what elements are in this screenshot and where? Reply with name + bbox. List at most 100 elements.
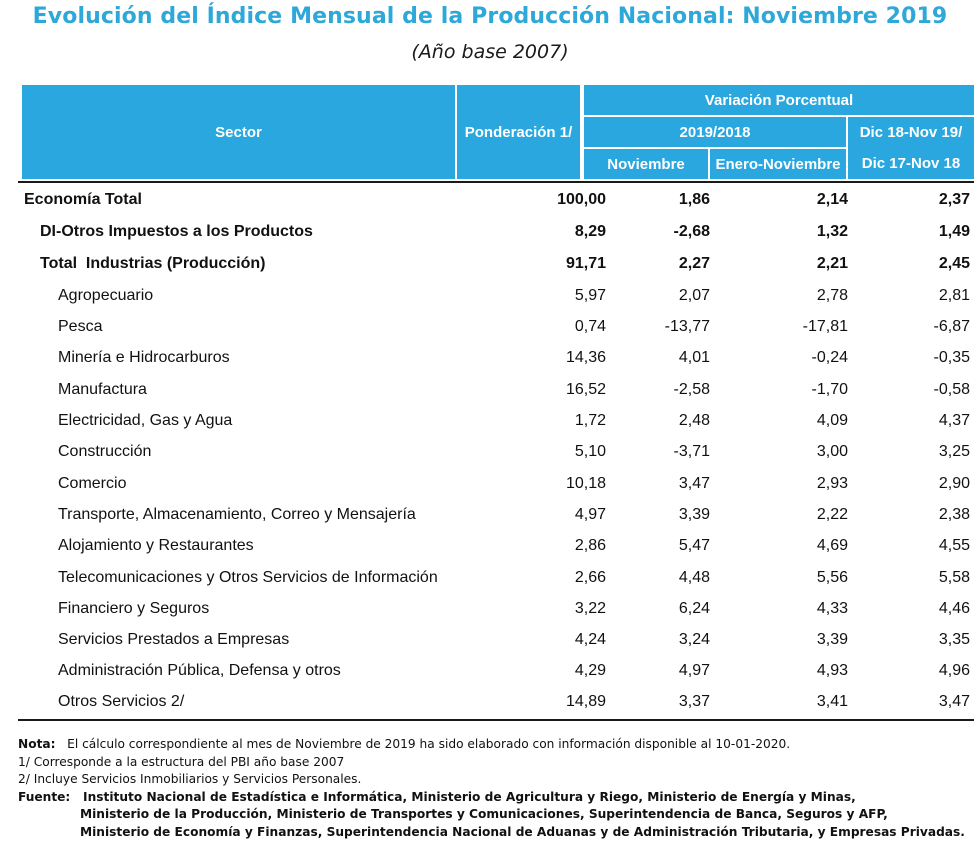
row-enero-noviembre: 5,56	[816, 569, 848, 586]
row-dic: 3,47	[938, 693, 970, 710]
footnote-2: 2/ Incluye Servicios Inmobiliarios y Ser…	[18, 772, 362, 786]
row-ponderacion: 16,52	[565, 381, 606, 398]
header-dic-line2: Dic 17-Nov 18	[848, 148, 974, 179]
row-noviembre: 4,48	[678, 569, 710, 586]
row-noviembre: -13,77	[664, 318, 710, 335]
row-ponderacion: 4,29	[574, 662, 606, 679]
table-row: Otros Servicios 2/ 14,89 3,37 3,41 3,47	[18, 686, 974, 717]
row-dic: 4,37	[938, 412, 970, 429]
row-dic: 3,25	[938, 443, 970, 460]
row-enero-noviembre: 2,14	[816, 191, 848, 208]
header-periodo: 2019/2018	[584, 117, 846, 147]
row-noviembre: 2,07	[678, 287, 710, 304]
table-row: Manufactura 16,52 -2,58 -1,70 -0,58	[18, 374, 974, 405]
table-row: Financiero y Seguros 3,22 6,24 4,33 4,46	[18, 593, 974, 624]
row-ponderacion: 2,66	[574, 569, 606, 586]
table-row: Economía Total 100,00 1,86 2,14 2,37	[18, 184, 974, 215]
row-ponderacion: 0,74	[574, 318, 606, 335]
row-enero-noviembre: 2,22	[816, 506, 848, 523]
table-row: Agropecuario 5,97 2,07 2,78 2,81	[18, 280, 974, 311]
row-dic: 4,46	[938, 600, 970, 617]
row-dic: -0,35	[933, 349, 970, 366]
row-sector: Electricidad, Gas y Agua	[58, 412, 233, 429]
table-row: Telecomunicaciones y Otros Servicios de …	[18, 562, 974, 593]
row-enero-noviembre: 2,21	[816, 255, 848, 272]
row-enero-noviembre: 2,78	[816, 287, 848, 304]
row-enero-noviembre: 4,33	[816, 600, 848, 617]
row-ponderacion: 5,10	[574, 443, 606, 460]
row-noviembre: 2,48	[678, 412, 710, 429]
source-text-3: Ministerio de Economía y Finanzas, Super…	[80, 824, 965, 839]
row-dic: 3,35	[938, 631, 970, 648]
row-sector: Alojamiento y Restaurantes	[58, 537, 254, 554]
row-ponderacion: 10,18	[565, 475, 606, 492]
note-label: Nota:	[18, 737, 56, 751]
table-row: Administración Pública, Defensa y otros …	[18, 655, 974, 686]
row-sector: Total Industrias (Producción)	[40, 255, 266, 272]
row-enero-noviembre: 3,41	[816, 693, 848, 710]
row-sector: Construcción	[58, 443, 152, 460]
source-text-1: Instituto Nacional de Estadística e Info…	[83, 789, 856, 804]
table-row: Pesca 0,74 -13,77 -17,81 -6,87	[18, 311, 974, 342]
row-ponderacion: 14,89	[565, 693, 606, 710]
row-dic: 2,81	[938, 287, 970, 304]
note-text: El cálculo correspondiente al mes de Nov…	[67, 737, 791, 751]
note-line: Nota: El cálculo correspondiente al mes …	[18, 736, 974, 754]
table-top-rule	[18, 181, 974, 183]
row-enero-noviembre: 1,32	[816, 223, 848, 240]
row-noviembre: 4,01	[678, 349, 710, 366]
table-row: Transporte, Almacenamiento, Correo y Men…	[18, 499, 974, 530]
row-ponderacion: 8,29	[574, 223, 606, 240]
row-dic: 2,38	[938, 506, 970, 523]
row-sector: Transporte, Almacenamiento, Correo y Men…	[58, 506, 416, 523]
row-sector: Administración Pública, Defensa y otros	[58, 662, 341, 679]
row-enero-noviembre: 2,93	[816, 475, 848, 492]
row-enero-noviembre: 4,93	[816, 662, 848, 679]
row-noviembre: -2,68	[673, 223, 710, 240]
row-enero-noviembre: -0,24	[811, 349, 848, 366]
row-ponderacion: 5,97	[574, 287, 606, 304]
row-ponderacion: 4,97	[574, 506, 606, 523]
row-enero-noviembre: -17,81	[802, 318, 848, 335]
row-noviembre: 3,24	[678, 631, 710, 648]
row-sector: DI-Otros Impuestos a los Productos	[40, 223, 313, 240]
row-dic: 4,96	[938, 662, 970, 679]
row-noviembre: 6,24	[678, 600, 710, 617]
table-row: Comercio 10,18 3,47 2,93 2,90	[18, 468, 974, 499]
row-ponderacion: 4,24	[574, 631, 606, 648]
row-ponderacion: 1,72	[574, 412, 606, 429]
row-dic: 5,58	[938, 569, 970, 586]
row-dic: -6,87	[933, 318, 970, 335]
row-enero-noviembre: 3,00	[816, 443, 848, 460]
notes-section: Nota: El cálculo correspondiente al mes …	[18, 736, 974, 841]
row-dic: -0,58	[933, 381, 970, 398]
row-noviembre: 1,86	[678, 191, 710, 208]
row-sector: Otros Servicios 2/	[58, 693, 185, 710]
header-enero-noviembre: Enero-Noviembre	[710, 149, 846, 179]
row-noviembre: 3,47	[678, 475, 710, 492]
row-sector: Servicios Prestados a Empresas	[58, 631, 290, 648]
row-ponderacion: 91,71	[565, 255, 606, 272]
row-ponderacion: 3,22	[574, 600, 606, 617]
row-noviembre: 3,39	[678, 506, 710, 523]
row-noviembre: -2,58	[673, 381, 710, 398]
table-row: Electricidad, Gas y Agua 1,72 2,48 4,09 …	[18, 405, 974, 436]
row-sector: Minería e Hidrocarburos	[58, 349, 230, 366]
row-enero-noviembre: 3,39	[816, 631, 848, 648]
row-dic: 2,90	[938, 475, 970, 492]
row-sector: Comercio	[58, 475, 127, 492]
source-line: Fuente: Instituto Nacional de Estadístic…	[18, 789, 974, 807]
row-sector: Pesca	[58, 318, 103, 335]
row-enero-noviembre: 4,09	[816, 412, 848, 429]
table-bottom-rule	[18, 719, 974, 721]
page-title: Evolución del Índice Mensual de la Produ…	[32, 4, 948, 29]
table-row: Total Industrias (Producción) 91,71 2,27…	[18, 248, 974, 279]
row-dic: 2,37	[938, 191, 970, 208]
table-row: Servicios Prestados a Empresas 4,24 3,24…	[18, 624, 974, 655]
page-subtitle: (Año base 2007)	[411, 41, 569, 63]
row-dic: 2,45	[938, 255, 970, 272]
row-ponderacion: 100,00	[557, 191, 606, 208]
header-dic-line1: Dic 18-Nov 19/	[848, 117, 974, 148]
row-noviembre: 3,37	[678, 693, 710, 710]
row-ponderacion: 2,86	[574, 537, 606, 554]
